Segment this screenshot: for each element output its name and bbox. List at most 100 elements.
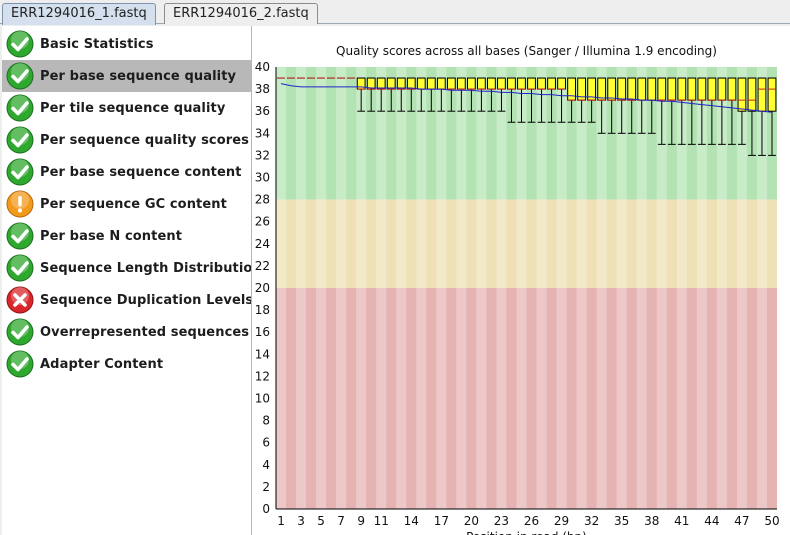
check-icon xyxy=(6,222,34,250)
column-stripe xyxy=(556,67,567,509)
column-stripe xyxy=(656,67,667,509)
chart-title: Quality scores across all bases (Sanger … xyxy=(336,44,717,58)
y-tick-label: 36 xyxy=(255,104,270,118)
y-tick-label: 28 xyxy=(255,193,270,207)
box xyxy=(547,77,556,90)
column-stripe xyxy=(536,67,547,509)
column-stripe xyxy=(616,67,627,509)
mean-line xyxy=(280,83,773,113)
column-stripe xyxy=(416,67,427,509)
x-tick-label: 29 xyxy=(554,514,569,528)
module-label: Per base N content xyxy=(40,228,183,244)
column-stripe xyxy=(736,67,747,509)
box xyxy=(677,77,687,101)
check-icon xyxy=(6,30,34,58)
tab-file-2[interactable]: ERR1294016_2.fastq xyxy=(164,3,318,24)
x-tick-label: 35 xyxy=(614,514,629,528)
module-item[interactable]: Sequence Length Distribution xyxy=(2,252,252,284)
module-item[interactable]: Per base sequence content xyxy=(2,156,251,188)
check-icon xyxy=(6,318,34,346)
column-stripe xyxy=(496,67,507,509)
check-icon xyxy=(6,126,34,154)
box xyxy=(386,77,396,90)
y-tick-label: 0 xyxy=(262,502,270,516)
quality-zone-warn xyxy=(276,199,777,288)
x-tick-label: 38 xyxy=(644,514,659,528)
box xyxy=(717,77,727,101)
y-tick-label: 26 xyxy=(255,215,270,229)
x-tick-label: 17 xyxy=(434,514,449,528)
box xyxy=(466,77,476,90)
x-tick-label: 1 xyxy=(277,514,285,528)
box xyxy=(456,77,466,90)
box xyxy=(747,77,757,112)
module-label: Overrepresented sequences xyxy=(40,324,250,340)
module-label: Per base sequence content xyxy=(40,164,242,180)
box xyxy=(767,77,777,112)
x-tick-label: 9 xyxy=(357,514,365,528)
quality-chart-panel: Quality scores across all bases (Sanger … xyxy=(252,26,790,535)
box xyxy=(557,77,566,90)
box xyxy=(657,77,667,101)
y-tick-label: 30 xyxy=(255,171,270,185)
column-stripe xyxy=(356,67,367,509)
box xyxy=(627,77,637,101)
x-tick-label: 32 xyxy=(584,514,599,528)
per-base-quality-chart: Quality scores across all bases (Sanger … xyxy=(255,44,780,535)
column-stripe xyxy=(476,67,487,509)
y-tick-label: 2 xyxy=(262,480,270,494)
x-tick-label: 44 xyxy=(704,514,719,528)
column-stripe xyxy=(376,67,387,509)
column-stripe xyxy=(596,67,607,509)
box xyxy=(406,77,416,90)
module-item[interactable]: Overrepresented sequences xyxy=(2,316,251,348)
check-icon xyxy=(6,158,34,186)
box xyxy=(597,77,607,101)
column-stripe xyxy=(696,67,707,509)
x-tick-label: 3 xyxy=(297,514,305,528)
box xyxy=(477,77,486,90)
tab-file-1[interactable]: ERR1294016_1.fastq xyxy=(2,3,156,25)
x-tick-label: 26 xyxy=(524,514,539,528)
module-item[interactable]: Per base N content xyxy=(2,220,251,252)
file-tab-bar: ERR1294016_1.fastq ERR1294016_2.fastq xyxy=(0,0,790,25)
y-tick-label: 12 xyxy=(255,369,270,383)
y-tick-label: 4 xyxy=(262,458,270,472)
y-tick-label: 10 xyxy=(255,392,270,406)
x-tick-label: 23 xyxy=(494,514,509,528)
box xyxy=(697,77,707,101)
module-item[interactable]: Basic Statistics xyxy=(2,28,251,60)
box xyxy=(376,77,386,90)
y-tick-label: 20 xyxy=(255,281,270,295)
module-label: Per tile sequence quality xyxy=(40,100,226,116)
module-label: Per sequence GC content xyxy=(40,196,227,212)
module-item[interactable]: Adapter Content xyxy=(2,348,251,380)
box xyxy=(637,77,647,101)
module-item[interactable]: Per base sequence quality xyxy=(2,60,251,92)
module-item[interactable]: Sequence Duplication Levels xyxy=(2,284,251,316)
y-tick-label: 24 xyxy=(255,237,270,251)
module-item[interactable]: Per tile sequence quality xyxy=(2,92,251,124)
column-stripe xyxy=(396,67,407,509)
box xyxy=(617,77,627,101)
module-label: Sequence Length Distribution xyxy=(40,260,252,276)
y-tick-label: 14 xyxy=(255,347,270,361)
box xyxy=(487,77,496,90)
box xyxy=(737,77,747,112)
column-stripe xyxy=(756,67,767,509)
box xyxy=(517,77,526,90)
y-tick-label: 40 xyxy=(255,60,270,74)
column-stripe xyxy=(336,67,347,509)
box xyxy=(647,77,657,101)
box xyxy=(757,77,767,112)
box xyxy=(436,77,446,90)
x-tick-label: 47 xyxy=(734,514,749,528)
y-tick-label: 32 xyxy=(255,148,270,162)
module-item[interactable]: Per sequence GC content xyxy=(2,188,251,220)
module-label: Adapter Content xyxy=(40,356,164,372)
module-item[interactable]: Per sequence quality scores xyxy=(2,124,251,156)
y-tick-label: 34 xyxy=(255,126,270,140)
box xyxy=(537,77,546,90)
x-tick-label: 5 xyxy=(317,514,325,528)
box xyxy=(607,77,617,101)
